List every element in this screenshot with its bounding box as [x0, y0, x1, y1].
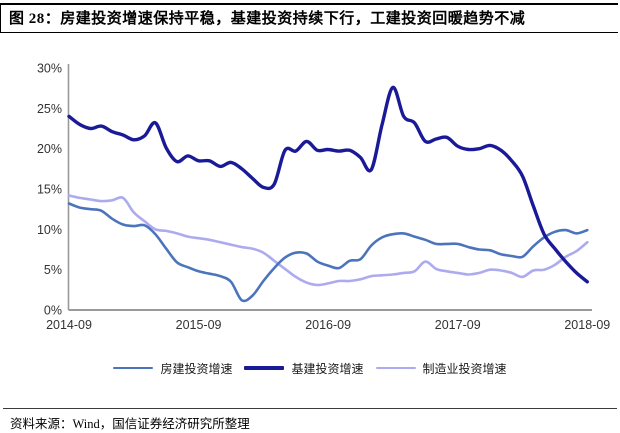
- legend-item-infrastructure: 基建投资增速: [244, 360, 364, 377]
- line-chart: 0% 5% 10% 15% 20% 25% 30% 2014-09 2015-09 2016-09…: [37, 62, 610, 333]
- y-tick-label: 25%: [37, 102, 62, 116]
- y-tick-label: 20%: [37, 142, 62, 156]
- legend-line-swatch: [375, 366, 416, 370]
- series-line-infrastructure-investment: [67, 85, 589, 284]
- x-tick-label: 2018-09: [564, 318, 610, 332]
- footer-divider: [3, 408, 617, 409]
- series-line-housing-investment: [67, 202, 589, 303]
- x-tick-label: 2014-09: [46, 318, 92, 332]
- y-tick-label: 15%: [37, 183, 62, 197]
- x-tick-label: 2016-09: [305, 318, 351, 332]
- y-tick-label: 30%: [37, 62, 62, 76]
- series-line-manufacturing-investment: [67, 194, 589, 287]
- x-tick-label: 2017-09: [435, 318, 481, 332]
- title-strip: [0, 3, 618, 33]
- figure-title: 图 28：房建投资增速保持平稳，基建投资持续下行，工建投资回暖趋势不减: [9, 11, 526, 27]
- y-tick-label: 10%: [37, 223, 62, 237]
- x-tick-label: 2015-09: [176, 318, 222, 332]
- legend-label: 制造业投资增速: [422, 361, 507, 376]
- legend-item-manufacturing: 制造业投资增速: [375, 360, 507, 377]
- legend-label: 房建投资增速: [160, 361, 233, 376]
- y-tick-label: 0%: [44, 304, 62, 318]
- source-note: 资料来源：Wind，国信证券经济研究所整理: [10, 417, 250, 431]
- legend-label: 基建投资增速: [291, 361, 364, 376]
- y-tick-label: 5%: [44, 263, 62, 277]
- chart-legend: 房建投资增速 基建投资增速 制造业投资增速: [0, 358, 620, 378]
- legend-line-swatch: [244, 366, 285, 370]
- legend-line-swatch: [113, 366, 154, 370]
- legend-item-housing: 房建投资增速: [113, 360, 232, 377]
